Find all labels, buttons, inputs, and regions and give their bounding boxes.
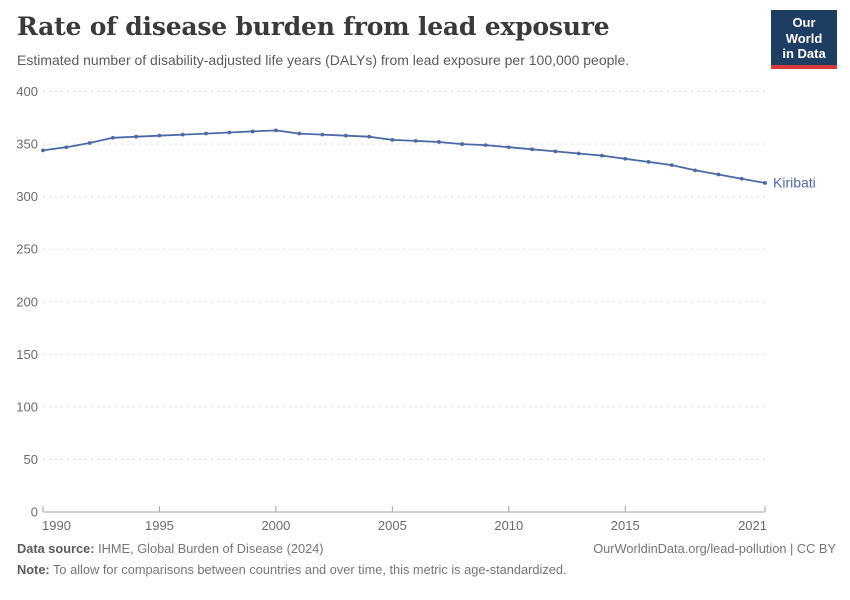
data-point[interactable] xyxy=(669,163,674,167)
data-point[interactable] xyxy=(64,145,69,150)
x-tick-label: 2000 xyxy=(261,518,290,533)
datasource-text: IHME, Global Burden of Disease (2024) xyxy=(94,541,324,556)
note-line: Note: To allow for comparisons between c… xyxy=(17,562,836,577)
y-tick-label: 250 xyxy=(16,242,38,257)
data-point[interactable] xyxy=(320,132,325,137)
data-point[interactable] xyxy=(157,133,162,138)
data-point[interactable] xyxy=(739,176,744,181)
data-point[interactable] xyxy=(413,139,418,143)
note-text: To allow for comparisons between countri… xyxy=(49,562,567,577)
data-point[interactable] xyxy=(204,131,208,136)
data-point[interactable] xyxy=(297,131,302,136)
x-tick-label: 2005 xyxy=(378,518,407,533)
x-tick-label: 1995 xyxy=(145,518,174,533)
data-point[interactable] xyxy=(437,140,441,144)
data-point[interactable] xyxy=(530,147,534,152)
data-point[interactable] xyxy=(390,137,395,142)
data-point[interactable] xyxy=(576,151,581,156)
page-subtitle: Estimated number of disability-adjusted … xyxy=(17,52,630,68)
x-tick-label: 2015 xyxy=(611,518,640,533)
data-point[interactable] xyxy=(693,168,698,173)
footer-link[interactable]: OurWorldinData.org/lead-pollution | CC B… xyxy=(593,541,836,556)
data-point[interactable] xyxy=(763,181,767,185)
datasource-line: Data source: IHME, Global Burden of Dise… xyxy=(17,541,324,556)
y-tick-label: 150 xyxy=(16,347,38,362)
data-point[interactable] xyxy=(623,156,628,161)
owid-logo-line1: Our World xyxy=(785,15,823,46)
series-line[interactable] xyxy=(42,129,766,184)
y-tick-label: 50 xyxy=(24,452,38,467)
data-point[interactable] xyxy=(506,145,511,150)
data-point[interactable] xyxy=(87,141,92,145)
y-tick-label: 100 xyxy=(16,399,38,414)
data-point[interactable] xyxy=(600,153,604,158)
data-point[interactable] xyxy=(180,132,185,137)
data-point[interactable] xyxy=(274,128,278,133)
data-point[interactable] xyxy=(41,148,45,153)
owid-logo[interactable]: Our World in Data xyxy=(771,10,837,69)
note-label: Note: xyxy=(17,562,50,577)
data-point[interactable] xyxy=(716,172,721,177)
y-tick-label: 0 xyxy=(31,505,38,520)
x-tick-label: 2021 xyxy=(738,518,767,533)
data-point[interactable] xyxy=(460,142,465,146)
chart-footer: Data source: IHME, Global Burden of Dise… xyxy=(17,541,836,577)
data-point[interactable] xyxy=(367,134,371,139)
y-tick-label: 350 xyxy=(16,137,38,152)
data-point[interactable] xyxy=(343,133,348,138)
y-tick-label: 200 xyxy=(16,294,38,309)
data-point[interactable] xyxy=(553,149,558,154)
x-tick-label: 2010 xyxy=(494,518,523,533)
data-point[interactable] xyxy=(110,135,115,140)
y-tick-label: 300 xyxy=(16,189,38,204)
data-point[interactable] xyxy=(227,130,232,135)
data-point[interactable] xyxy=(646,160,651,164)
data-point[interactable] xyxy=(250,129,255,134)
data-point[interactable] xyxy=(483,143,488,148)
owid-logo-line2: in Data xyxy=(782,46,826,62)
series-end-label[interactable]: Kiribati xyxy=(773,174,816,190)
y-tick-label: 400 xyxy=(16,84,38,99)
page-title: Rate of disease burden from lead exposur… xyxy=(17,12,610,41)
x-tick-label: 1990 xyxy=(42,518,71,533)
data-point[interactable] xyxy=(134,134,139,139)
datasource-label: Data source: xyxy=(17,541,95,556)
